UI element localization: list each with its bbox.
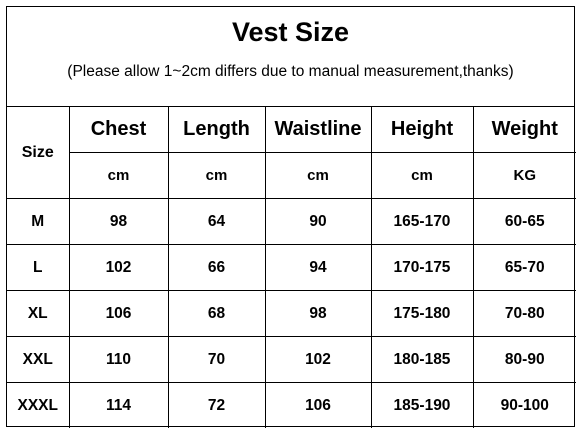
weight-cell: 70-80 [472, 290, 576, 337]
size-table: Size Chest Length Waistline Height Weigh… [7, 107, 576, 428]
size-header: Size [7, 107, 70, 199]
column-header-weight: Weight [472, 107, 576, 153]
unit-waistline: cm [264, 152, 372, 199]
chest-cell: 114 [68, 382, 169, 428]
table-row: XL 106 68 98 175-180 70-80 [7, 290, 576, 337]
chart-title: Vest Size [231, 17, 350, 47]
chart-subtitle: (Please allow 1~2cm differs due to manua… [67, 63, 514, 80]
weight-cell: 60-65 [472, 198, 576, 245]
chest-cell: 110 [68, 336, 169, 383]
unit-row: cm cm cm cm KG [7, 152, 576, 199]
weight-cell: 65-70 [472, 244, 576, 291]
header-row: Size Chest Length Waistline Height Weigh… [7, 107, 576, 199]
table-row: XXXL 114 72 106 185-190 90-100 [7, 382, 576, 428]
title-block: Vest Size (Please allow 1~2cm differs du… [7, 7, 574, 107]
unit-chest: cm [69, 152, 169, 199]
size-cell: L [7, 244, 70, 291]
length-cell: 72 [167, 382, 266, 428]
length-cell: 64 [167, 198, 266, 245]
size-cell: XXXL [7, 382, 70, 428]
length-cell: 66 [167, 244, 266, 291]
column-header-height: Height [370, 107, 474, 153]
length-cell: 68 [167, 290, 266, 337]
size-cell: M [7, 198, 70, 245]
waistline-cell: 102 [264, 336, 372, 383]
table-row: L 102 66 94 170-175 65-70 [7, 244, 576, 291]
chest-cell: 98 [68, 198, 169, 245]
chest-cell: 106 [68, 290, 169, 337]
column-header-chest: Chest [68, 107, 169, 153]
table-row: M 98 64 90 165-170 60-65 [7, 198, 576, 245]
unit-weight: KG [472, 152, 576, 199]
waistline-cell: 98 [264, 290, 372, 337]
height-cell: 165-170 [370, 198, 474, 245]
weight-cell: 80-90 [472, 336, 576, 383]
weight-cell: 90-100 [472, 382, 576, 428]
height-cell: 185-190 [370, 382, 474, 428]
size-cell: XXL [7, 336, 70, 383]
height-cell: 180-185 [370, 336, 474, 383]
size-chart: Vest Size (Please allow 1~2cm differs du… [6, 6, 576, 428]
length-cell: 70 [167, 336, 266, 383]
waistline-cell: 106 [264, 382, 372, 428]
waistline-cell: 94 [264, 244, 372, 291]
chest-cell: 102 [68, 244, 169, 291]
table-row: XXL 110 70 102 180-185 80-90 [7, 336, 576, 383]
height-cell: 170-175 [370, 244, 474, 291]
unit-length: cm [167, 152, 266, 199]
waistline-cell: 90 [264, 198, 372, 245]
column-header-waistline: Waistline [264, 107, 372, 153]
column-header-length: Length [167, 107, 266, 153]
unit-height: cm [370, 152, 474, 199]
size-cell: XL [7, 290, 70, 337]
height-cell: 175-180 [370, 290, 474, 337]
